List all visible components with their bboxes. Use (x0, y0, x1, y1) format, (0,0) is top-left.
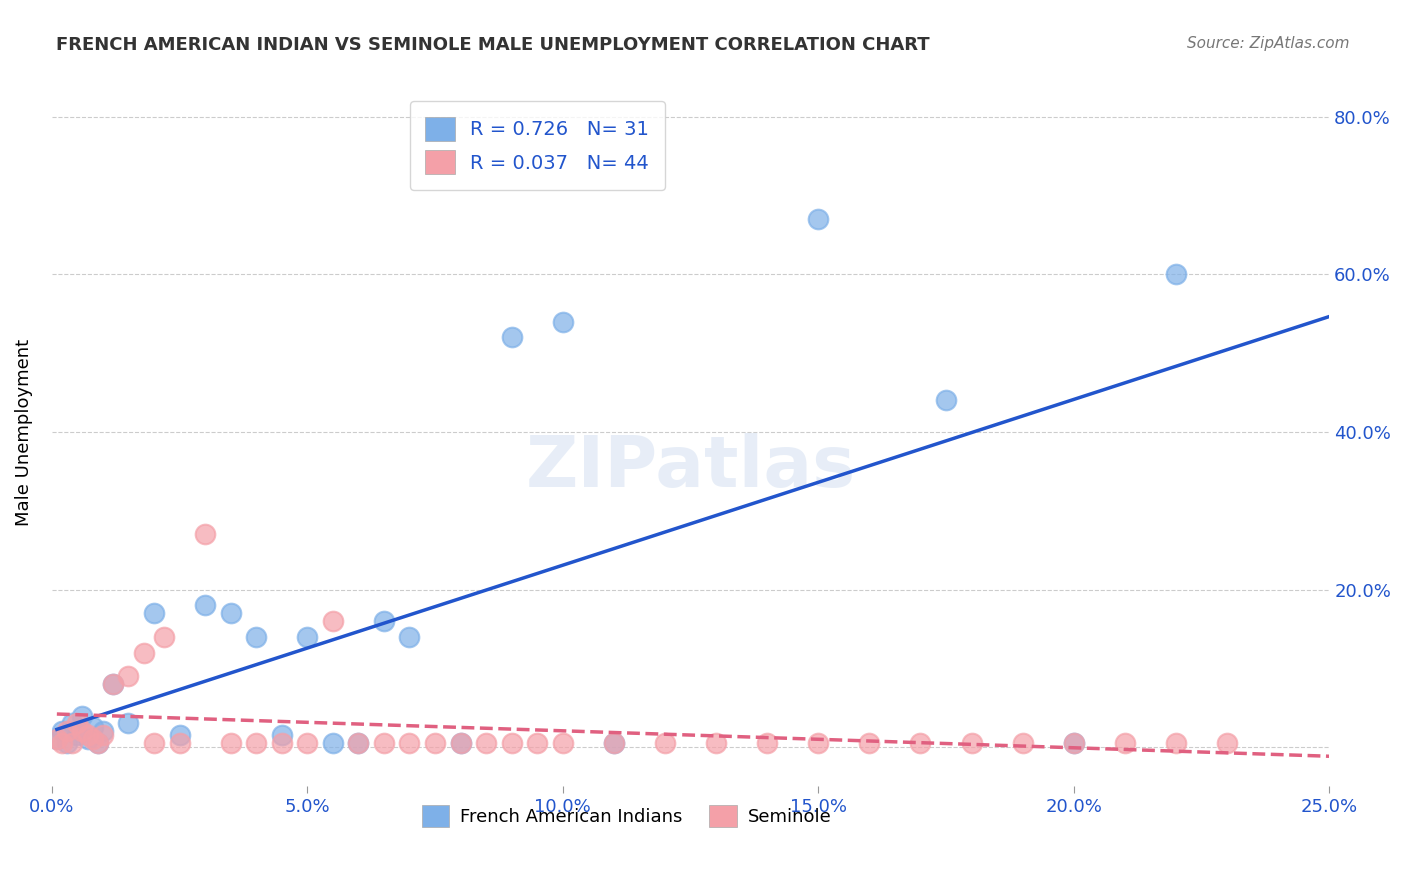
Point (72, 724, 94, 739)
Point (756, 736, 779, 750)
Point (398, 630, 420, 644)
Text: Source: ZipAtlas.com: Source: ZipAtlas.com (1187, 36, 1350, 51)
Point (603, 736, 626, 750)
Point (551, 736, 574, 750)
Point (398, 736, 420, 750)
Point (1063, 736, 1085, 750)
Point (117, 669, 139, 683)
Point (347, 736, 370, 750)
Point (169, 728, 191, 742)
Point (60, 736, 83, 750)
Point (858, 736, 880, 750)
Point (45, 732, 67, 747)
Point (654, 736, 676, 750)
Point (142, 736, 165, 750)
Point (91, 724, 114, 739)
Point (1164, 736, 1187, 750)
Point (169, 736, 191, 750)
Point (51, 724, 73, 739)
Point (72, 708, 94, 723)
Point (373, 736, 395, 750)
Point (960, 736, 983, 750)
Point (56, 724, 79, 739)
Point (347, 736, 370, 750)
Point (76, 728, 98, 742)
Point (51, 736, 73, 750)
Point (66, 728, 89, 742)
Point (270, 728, 292, 742)
Point (76, 732, 98, 747)
Point (807, 736, 830, 750)
Point (475, 736, 498, 750)
Point (322, 614, 344, 628)
Point (910, 736, 932, 750)
Point (297, 736, 319, 750)
Point (322, 736, 344, 750)
Point (101, 677, 124, 691)
Point (101, 677, 124, 691)
Point (194, 599, 217, 613)
Point (501, 736, 523, 750)
Point (60, 716, 83, 731)
Point (219, 736, 242, 750)
Point (1011, 736, 1033, 750)
Text: FRENCH AMERICAN INDIAN VS SEMINOLE MALE UNEMPLOYMENT CORRELATION CHART: FRENCH AMERICAN INDIAN VS SEMINOLE MALE … (56, 36, 929, 54)
Point (704, 736, 727, 750)
Text: ZIPatlas: ZIPatlas (526, 433, 856, 502)
Legend: French American Indians, Seminole: French American Indians, Seminole (415, 797, 838, 834)
Point (603, 736, 626, 750)
Point (153, 630, 176, 644)
Point (45, 732, 67, 747)
Point (245, 736, 267, 750)
Point (87, 736, 110, 750)
Point (526, 736, 548, 750)
Point (194, 527, 217, 541)
Point (219, 606, 242, 620)
Y-axis label: Male Unemployment: Male Unemployment (15, 338, 32, 525)
Point (551, 315, 574, 329)
Point (450, 736, 472, 750)
Point (450, 736, 472, 750)
Point (1216, 736, 1239, 750)
Point (87, 736, 110, 750)
Point (117, 716, 139, 731)
Point (56, 736, 79, 750)
Point (807, 212, 830, 227)
Point (1063, 736, 1085, 750)
Point (82, 720, 104, 734)
Point (501, 330, 523, 344)
Point (91, 728, 114, 742)
Point (1114, 736, 1136, 750)
Point (82, 732, 104, 747)
Point (423, 736, 446, 750)
Point (245, 630, 267, 644)
Point (373, 614, 395, 628)
Point (142, 606, 165, 620)
Point (297, 630, 319, 644)
Point (132, 646, 155, 660)
Point (66, 716, 89, 731)
Point (935, 393, 957, 408)
Point (1164, 268, 1187, 282)
Point (270, 736, 292, 750)
